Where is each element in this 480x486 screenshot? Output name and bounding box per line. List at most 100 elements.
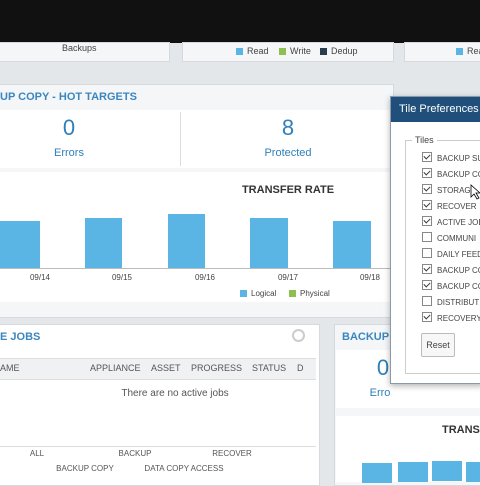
bar	[398, 462, 428, 482]
chart-title: TRANSF	[442, 424, 480, 436]
tile-option[interactable]: DISTRIBUT	[422, 296, 479, 307]
x-tick-label: 09/15	[111, 273, 133, 282]
chart-title: TRANSFER RATE	[241, 184, 335, 196]
tile-option[interactable]: STORAG	[422, 184, 471, 195]
legend-label: Physical	[300, 289, 330, 298]
fieldset	[405, 140, 480, 374]
bar	[333, 221, 371, 268]
tile-option[interactable]: BACKUP SU	[422, 152, 480, 163]
tile-option[interactable]: RECOVERY	[422, 312, 480, 323]
dialog-title-bar	[391, 97, 480, 122]
fieldset-label: Tiles	[412, 135, 437, 145]
column-header: STATUS	[252, 363, 287, 373]
legend-item: Write	[279, 46, 311, 56]
checkbox[interactable]	[422, 248, 432, 258]
bar	[0, 221, 40, 268]
checkbox[interactable]	[422, 264, 432, 274]
dialog-title: Tile Preferences	[399, 103, 479, 115]
panel-title: UP COPY - HOT TARGETS	[0, 91, 137, 103]
tile-label: BACKUP CO	[437, 170, 480, 179]
legend-label: Dedup	[331, 46, 358, 56]
legend-item: Physical	[289, 289, 330, 298]
table-header	[0, 358, 316, 380]
x-tick-label: 09/14	[29, 273, 51, 282]
tile-label: BACKUP CO	[437, 266, 480, 275]
tile-option[interactable]: BACKUP CO	[422, 264, 480, 275]
tile-option[interactable]: DAILY FEED	[422, 248, 480, 259]
bar	[168, 214, 205, 268]
tab[interactable]: BACKUP COPY	[56, 464, 114, 473]
checkbox[interactable]	[422, 168, 432, 178]
tile-option[interactable]: BACKUP CO	[422, 280, 480, 291]
top-panel	[404, 42, 480, 62]
divider	[180, 112, 181, 166]
tab[interactable]: RECOVER	[212, 449, 252, 458]
x-tick-label: 09/16	[194, 273, 216, 282]
x-tick-label: 09/18	[359, 273, 381, 282]
tab[interactable]: ALL	[29, 449, 45, 458]
legend-label: Read	[247, 46, 269, 56]
legend-item: Read	[236, 46, 269, 56]
bar	[466, 462, 480, 482]
top-panel	[182, 42, 394, 62]
tile-label: BACKUP SU	[437, 154, 480, 163]
jobs-panel	[0, 324, 320, 486]
tile-label: DAILY FEED	[437, 250, 480, 259]
column-header: PROGRESS	[191, 363, 243, 373]
legend-item: Read	[456, 46, 480, 56]
x-tick-label: 09/17	[277, 273, 299, 282]
empty-message: There are no active jobs	[121, 388, 229, 399]
tile-option[interactable]: RECOVER	[422, 200, 477, 211]
tab[interactable]: DATA COPY ACCESS	[144, 464, 224, 473]
stats	[0, 110, 390, 168]
panel-title: E JOBS	[0, 331, 41, 343]
tab[interactable]: BACKUP	[118, 449, 152, 458]
cursor	[470, 184, 480, 200]
column-header: D	[297, 363, 304, 373]
tile-label: DISTRIBUT	[437, 298, 480, 307]
tile-label: STORAG	[437, 186, 471, 195]
tile-option[interactable]: COMMUNI	[422, 232, 476, 243]
tile-option[interactable]: ACTIVE JOB	[422, 216, 480, 227]
column-header: AME	[0, 363, 20, 373]
bar	[362, 463, 392, 483]
settings-icon[interactable]	[292, 329, 305, 342]
tile-option[interactable]: BACKUP CO	[422, 168, 480, 179]
checkbox[interactable]	[422, 312, 432, 322]
tab-divider	[0, 446, 316, 447]
checkbox[interactable]	[422, 184, 432, 194]
tile-label: COMMUNI	[437, 234, 477, 243]
checkbox[interactable]	[422, 152, 432, 162]
bar	[432, 461, 462, 481]
column-header: ASSET	[151, 363, 181, 373]
checkbox[interactable]	[422, 296, 432, 306]
checkbox[interactable]	[422, 200, 432, 210]
legend-item: Logical	[240, 289, 276, 298]
checkbox[interactable]	[422, 232, 432, 242]
panel-title: BACKUP	[342, 331, 390, 343]
stat-value: 8	[281, 115, 295, 140]
stat-label: Erro	[369, 387, 391, 399]
tile-label: ACTIVE JOB	[437, 218, 480, 227]
checkbox[interactable]	[422, 216, 432, 226]
legend-label: Read	[467, 46, 480, 56]
bar	[85, 218, 122, 268]
reset-button[interactable]: Reset	[421, 333, 455, 357]
top-bar	[0, 0, 480, 43]
legend-label: Write	[290, 46, 311, 56]
label: Backups	[62, 43, 97, 53]
legend-label: Logical	[251, 289, 277, 298]
stat-label: Protected	[264, 147, 312, 159]
stat-value: 0	[62, 115, 76, 140]
bar	[250, 218, 288, 268]
column-header: APPLIANCE	[90, 363, 141, 373]
checkbox[interactable]	[422, 280, 432, 290]
stat-value: 0	[376, 355, 390, 380]
tile-label: RECOVERY	[437, 314, 480, 323]
top-panel	[0, 42, 170, 62]
stat-label: Errors	[54, 147, 84, 159]
legend-item: Dedup	[320, 46, 358, 56]
tile-label: BACKUP CO	[437, 282, 480, 291]
tile-label: RECOVER	[437, 202, 477, 211]
